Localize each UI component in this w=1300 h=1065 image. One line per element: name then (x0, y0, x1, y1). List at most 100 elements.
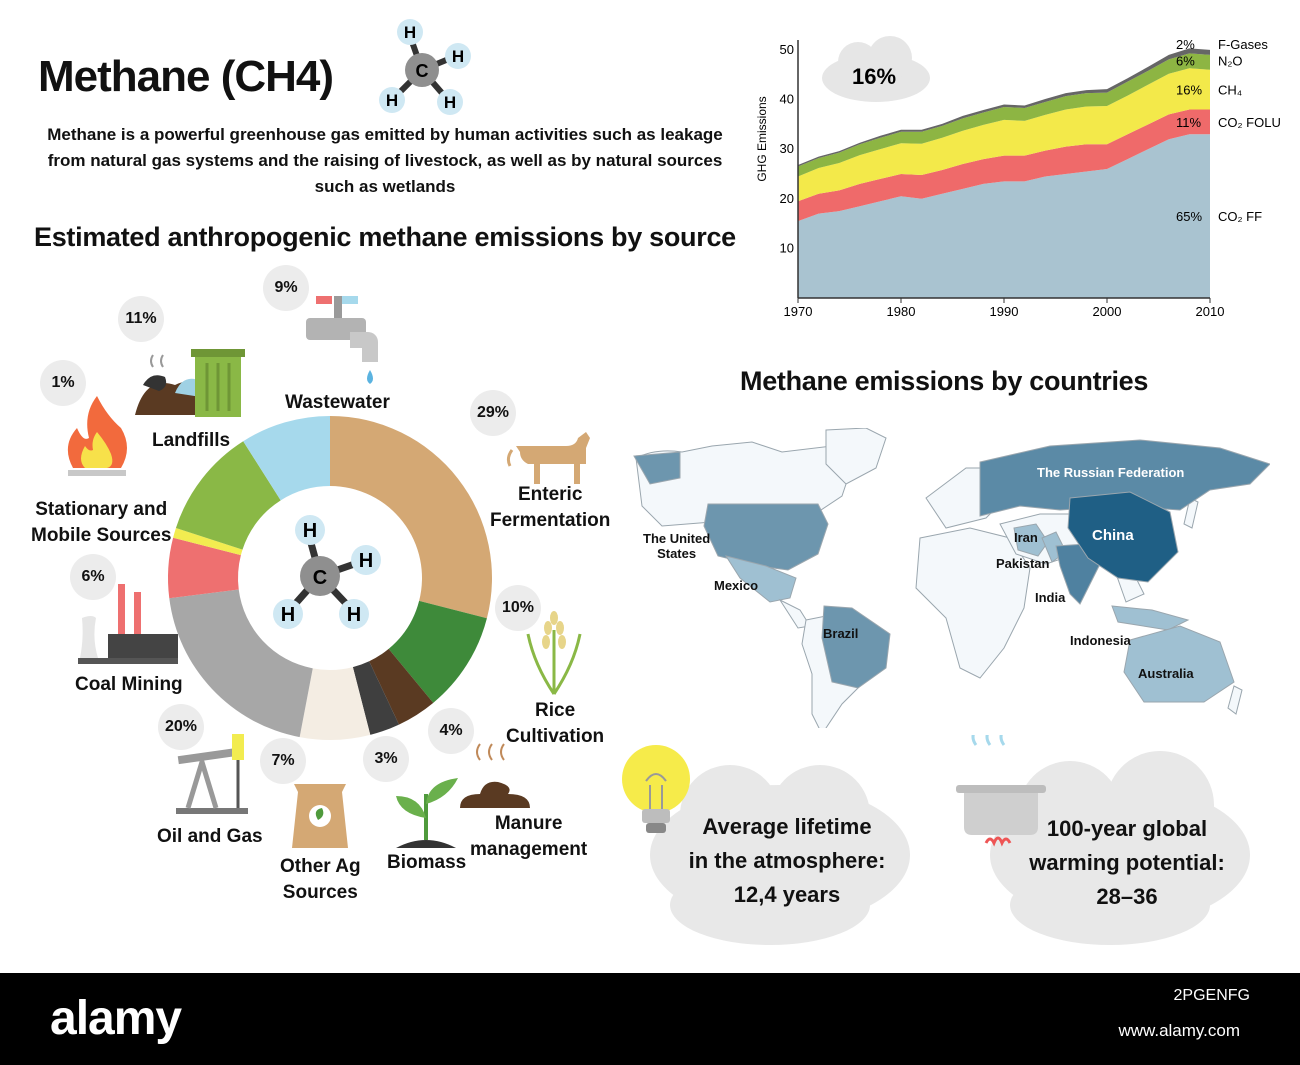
map-label-pakistan: Pakistan (996, 556, 1050, 571)
pct-biomass: 3% (363, 736, 409, 782)
donut-c: C (313, 567, 327, 589)
area-name-1: CO₂ FOLU (1218, 115, 1281, 130)
donut-title: Estimated anthropogenic methane emission… (34, 222, 736, 252)
area-share-2: 16% (1176, 83, 1202, 98)
donut-slice-7 (173, 527, 243, 556)
map-greenland (825, 428, 887, 485)
molecule-h4: H (444, 93, 456, 112)
molecule-h2: H (452, 47, 464, 66)
area-name-4: F-Gases (1218, 37, 1268, 52)
ghg-area-chart: 65% CO₂ FF 11% CO₂ FOLU 16% CH₄ 6% N₂O 2% F-Gases… (755, 36, 1281, 319)
area-xtick-1: 1980 (887, 304, 916, 319)
molecule-h3: H (386, 91, 398, 110)
map-brazil (821, 605, 891, 689)
area-share-1: 11% (1176, 115, 1201, 130)
rice-icon (526, 611, 582, 695)
lifetime-line2: in the atmosphere: (688, 848, 886, 873)
area-xtick-3: 2000 (1093, 304, 1122, 319)
donut-h2: H (359, 550, 373, 572)
label-rice-line1: Rice (535, 700, 576, 721)
area-ylabel: GHG Emissions (755, 96, 769, 181)
manure-icon (460, 743, 530, 808)
area-share-4: 2% (1176, 37, 1195, 52)
donut-h3: H (281, 604, 295, 626)
map-mexico (724, 555, 797, 603)
label-enteric-line1: Enteric (517, 484, 583, 505)
donut-slice-8 (175, 441, 281, 550)
donut-slice-9 (243, 416, 330, 501)
map-label-iran: Iran (1014, 530, 1038, 545)
world-map (633, 428, 1270, 728)
label-wastewater: Wastewater (285, 392, 390, 413)
donut-chart (168, 416, 493, 740)
molecule-c: C (416, 61, 429, 81)
sack-icon (292, 784, 348, 848)
label-stationary-line1: Stationary and (35, 499, 168, 520)
label-coal: Coal Mining (75, 674, 183, 695)
footer-code: 2PGENFG (1173, 987, 1250, 1004)
footer-brand: alamy (50, 992, 182, 1045)
map-label-australia: Australia (1138, 666, 1194, 681)
area-series-0 (798, 134, 1210, 298)
label-rice: Rice Cultivation (506, 698, 604, 750)
donut-h4: H (347, 604, 361, 626)
donut-slice-2 (369, 648, 434, 725)
biomass-icon (396, 778, 458, 848)
donut-slice-6 (168, 537, 241, 599)
lifetime-text: Average lifetime in the atmosphere: 12,4… (672, 810, 902, 912)
map-china (1067, 491, 1179, 583)
area-annotation: 16% (852, 64, 896, 89)
fire-icon (67, 396, 127, 476)
label-enteric-line2: Fermentation (490, 510, 611, 531)
intro-text: Methane is a powerful greenhouse gas emi… (47, 125, 723, 196)
gwp-line1: 100-year global (1046, 816, 1208, 841)
area-series-2 (798, 68, 1210, 202)
area-ytick-3: 40 (780, 92, 794, 107)
gwp-line3: 28–36 (1096, 884, 1158, 909)
map-africa (915, 527, 1031, 679)
area-name-2: CH₄ (1218, 83, 1242, 98)
molecule-icon: H H H H C (379, 19, 471, 115)
cow-icon (506, 432, 590, 484)
area-xtick-4: 2010 (1196, 304, 1225, 319)
label-biomass: Biomass (387, 852, 467, 873)
lifetime-cloud (622, 745, 910, 945)
pct-enteric: 29% (470, 390, 516, 436)
pct-oilgas: 20% (158, 704, 204, 750)
map-label-brazil: Brazil (823, 626, 859, 641)
footer: alamy 2PGENFG www.alamy.com (0, 973, 1300, 1065)
pct-landfills: 11% (118, 296, 164, 342)
landfill-icon (135, 349, 245, 417)
map-label-indonesia: Indonesia (1070, 633, 1131, 648)
area-ytick-1: 20 (780, 191, 794, 206)
donut-h1: H (303, 520, 317, 542)
label-manure: Manure management (470, 811, 587, 863)
molecule-h1: H (404, 23, 416, 42)
label-oilgas: Oil and Gas (157, 826, 263, 847)
map-alaska (633, 451, 681, 485)
area-name-0: CO₂ FF (1218, 209, 1262, 224)
lifetime-line1: Average lifetime (702, 814, 872, 839)
label-stationary-line2: Mobile Sources (31, 525, 172, 546)
map-usa (703, 503, 829, 571)
map-japan (1183, 497, 1199, 529)
map-title: Methane emissions by countries (740, 366, 1149, 396)
area-share-3: 6% (1176, 53, 1195, 68)
pct-wastewater: 9% (263, 265, 309, 311)
coal-plant-icon (78, 584, 178, 664)
gwp-cloud (956, 735, 1250, 945)
label-enteric: Enteric Fermentation (490, 482, 610, 534)
label-otherag-line2: Sources (282, 882, 358, 903)
area-annotation-cloud (822, 36, 930, 102)
map-russia (979, 439, 1270, 517)
area-series-1 (798, 109, 1210, 222)
map-label-china: China (1092, 527, 1134, 544)
map-label-usa-line2: States (657, 546, 697, 561)
donut-slice-4 (299, 667, 371, 740)
donut-slice-3 (352, 661, 399, 735)
label-landfills: Landfills (152, 430, 231, 451)
donut-molecule-icon: H H H H C (273, 515, 381, 629)
label-otherag: Other Ag Sources (280, 854, 361, 906)
donut-slice-5 (169, 589, 313, 738)
map-label-russia: The Russian Federation (1037, 465, 1185, 480)
